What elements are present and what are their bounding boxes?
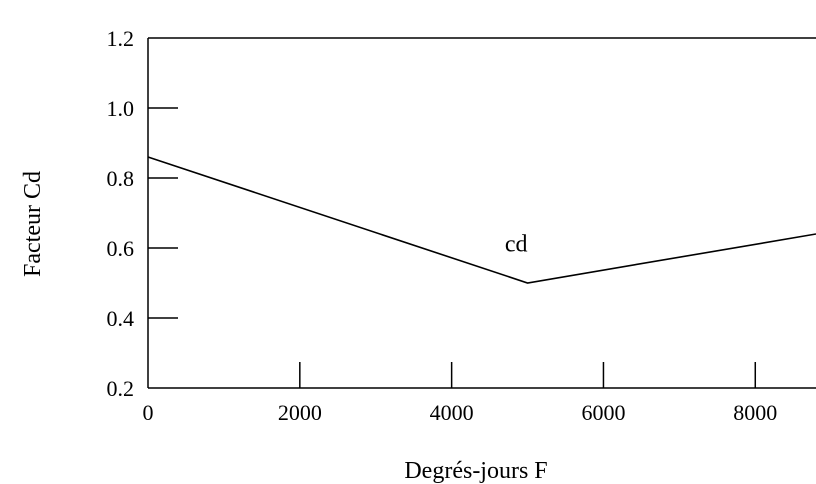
y-tick-label: 0.4 [107,306,135,331]
y-tick-label: 0.2 [107,376,135,401]
annotation-label: cd [505,232,528,258]
x-tick-label: 2000 [278,400,322,425]
x-tick-label: 6000 [581,400,625,425]
x-ticks: 0 2000 4000 6000 8000 [143,362,777,425]
series-line [147,156,816,284]
y-tick-label: 0.8 [107,166,135,191]
y-axis-title: Facteur Cd [20,171,46,277]
x-tick-label: 4000 [430,400,474,425]
y-ticks: 0.2 0.4 0.6 0.8 1.0 1.2 [107,26,178,401]
y-tick-label: 0.6 [107,236,135,261]
series-layer [147,156,816,284]
x-axis-title: Degrés-jours F [404,458,547,484]
x-tick-label: 0 [143,400,154,425]
plot-frame [147,37,816,389]
annotations: cd [505,232,528,258]
x-tick-label: 8000 [733,400,777,425]
y-tick-label: 1.0 [107,96,135,121]
y-tick-label: 1.2 [107,26,135,51]
